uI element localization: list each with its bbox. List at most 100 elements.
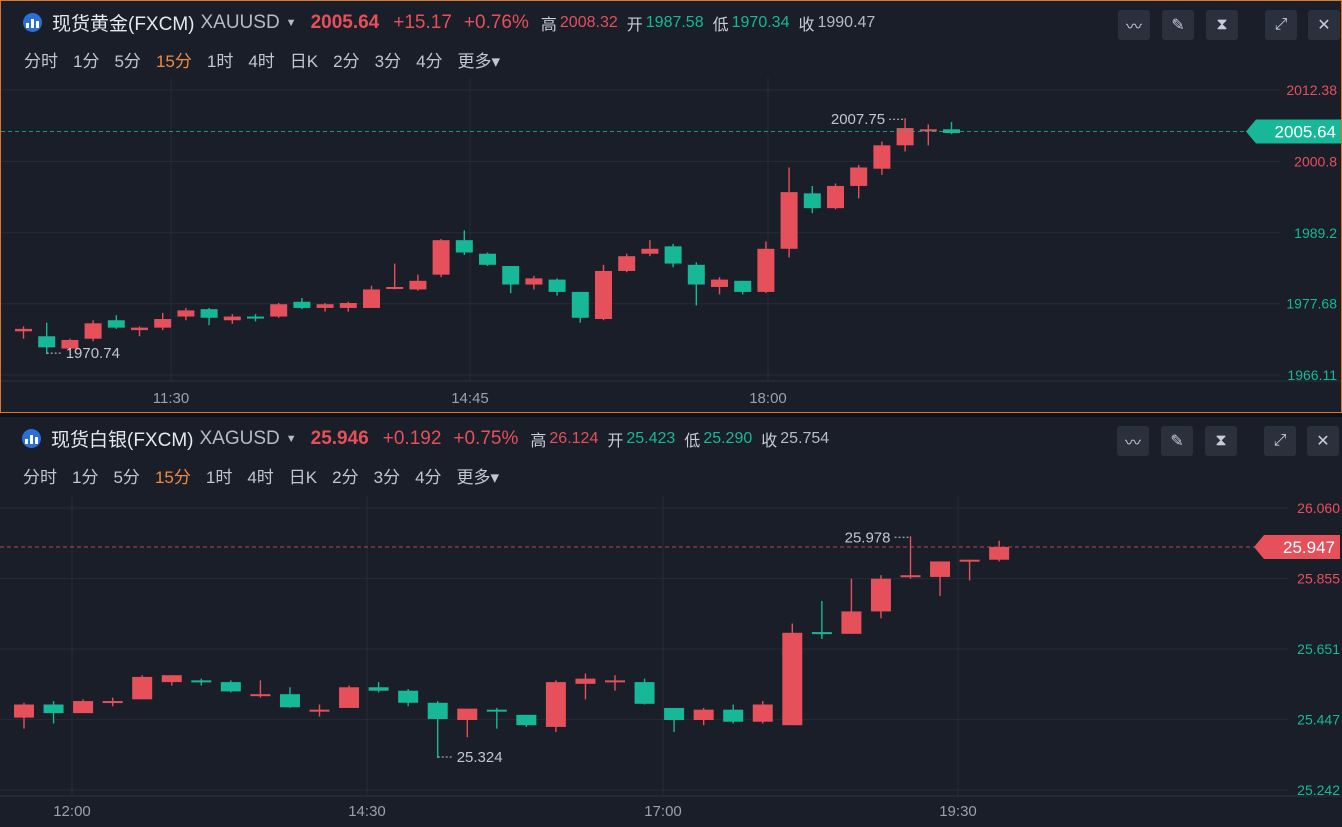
candle-body <box>61 339 79 349</box>
panel-header: 现货白银(FXCM) XAGUSD ▼ 25.946 +0.192 +0.75%… <box>0 417 1342 459</box>
x-tick-label: 14:30 <box>348 803 386 820</box>
indicator-button[interactable]: 〰 <box>1118 10 1150 40</box>
candle-body <box>989 546 1010 560</box>
candle-body <box>896 128 914 146</box>
y-tick-label: 25.447 <box>1297 711 1340 727</box>
symbol-selector[interactable]: XAGUSD <box>199 427 280 449</box>
candle-body <box>457 708 478 721</box>
candle-body <box>479 253 496 265</box>
instrument-name: 现货白银(FXCM) <box>51 430 194 451</box>
draw-button[interactable]: ✎ <box>1162 10 1194 40</box>
period-tab[interactable]: 日K <box>288 468 318 487</box>
period-tab[interactable]: 4时 <box>247 468 274 487</box>
price-change-pct: +0.76% <box>463 11 529 33</box>
expand-button[interactable]: ⤢ <box>1264 426 1296 456</box>
candle-body <box>687 264 705 285</box>
candle-body <box>516 714 537 726</box>
period-tab[interactable]: 4分 <box>415 468 442 487</box>
candle <box>618 253 636 273</box>
period-tab[interactable]: 4时 <box>248 52 275 71</box>
candle <box>711 277 728 295</box>
period-tab[interactable]: 更多▾ <box>457 52 501 71</box>
candle-body <box>618 256 636 271</box>
candle-type-button[interactable]: ⧗ <box>1205 426 1237 456</box>
expand-icon: ⤢ <box>1274 16 1288 33</box>
candle-body <box>220 682 241 692</box>
candlestick-chart[interactable]: 26.060 25.855 25.651 25.447 25.242 12:00 14:30… <box>0 496 1342 826</box>
period-tab[interactable]: 更多▾ <box>456 468 500 487</box>
candle <box>664 707 685 733</box>
candle <box>870 575 891 619</box>
candle-body <box>102 701 123 704</box>
candle-body <box>339 302 357 308</box>
candle-type-button[interactable]: ⧗ <box>1206 10 1238 40</box>
candle <box>293 298 311 310</box>
candle <box>250 680 271 698</box>
period-tab[interactable]: 1分 <box>73 52 100 71</box>
candle-body <box>827 185 844 209</box>
candle-body <box>177 310 195 317</box>
close-button[interactable]: ✕ <box>1308 10 1340 40</box>
candle <box>575 673 596 700</box>
low-label: 低 <box>712 16 729 34</box>
symbol-selector[interactable]: XAUUSD <box>200 11 280 33</box>
candle <box>641 240 659 257</box>
draw-button[interactable]: ✎ <box>1161 426 1193 456</box>
current-price-badge <box>1246 119 1341 144</box>
candle <box>73 699 94 714</box>
period-tab[interactable]: 1时 <box>205 468 233 487</box>
candle <box>943 121 960 135</box>
instrument-name: 现货黄金(FXCM) <box>52 14 195 35</box>
expand-button[interactable]: ⤢ <box>1265 10 1297 40</box>
candle-body <box>339 687 360 708</box>
period-tab[interactable]: 5分 <box>113 468 140 487</box>
candle-body <box>200 309 218 318</box>
candle-body <box>154 319 172 328</box>
candle <box>339 685 360 708</box>
period-tab[interactable]: 3分 <box>373 468 401 487</box>
period-tab[interactable]: 4分 <box>416 52 443 71</box>
chevron-down-icon[interactable]: ▼ <box>285 432 297 445</box>
period-tab[interactable]: 分时 <box>24 52 58 71</box>
panel-header: 现货黄金(FXCM) XAUUSD ▼ 2005.64 +15.17 +0.76… <box>1 1 1341 43</box>
indicator-icon: 〰 <box>1125 19 1142 36</box>
close-button[interactable]: ✕ <box>1307 426 1339 456</box>
indicator-button[interactable]: 〰 <box>1117 426 1149 456</box>
period-tab[interactable]: 15分 <box>154 468 191 487</box>
period-tab[interactable]: 分时 <box>23 468 57 487</box>
y-tick-label: 25.242 <box>1297 782 1340 798</box>
candle-body <box>873 145 891 169</box>
period-tab[interactable]: 15分 <box>155 52 192 71</box>
candle-body <box>427 702 448 719</box>
open-value: 25.423 <box>626 429 676 447</box>
period-tab[interactable]: 1时 <box>206 52 234 71</box>
panel-divider[interactable] <box>0 413 1342 417</box>
candle-body <box>15 328 32 332</box>
period-tab[interactable]: 5分 <box>114 52 141 71</box>
candle <box>723 704 744 724</box>
period-tab[interactable]: 3分 <box>374 52 402 71</box>
x-tick-label: 14:45 <box>451 390 489 407</box>
chevron-down-icon[interactable]: ▼ <box>285 16 297 29</box>
draw-icon: ✎ <box>1171 17 1185 34</box>
candle-body <box>223 316 241 321</box>
candle <box>38 322 56 355</box>
candle <box>61 338 79 352</box>
candle <box>873 141 891 175</box>
candlestick-chart[interactable]: 2012.38 2000.8 1989.2 1977.68 1966.11 11:30 14… <box>1 78 1341 412</box>
period-tab[interactable]: 2分 <box>333 52 360 71</box>
min-price-label: 25.324 <box>457 749 503 766</box>
candle-body <box>595 270 612 320</box>
period-tab[interactable]: 2分 <box>332 468 359 487</box>
min-price-label: 1970.74 <box>66 345 120 362</box>
candle-body <box>84 323 102 339</box>
candle-body <box>850 167 868 186</box>
candle-body <box>693 709 714 721</box>
candle-body <box>250 694 271 697</box>
period-tab[interactable]: 1分 <box>72 468 99 487</box>
candle <box>131 326 148 337</box>
open-label: 开 <box>626 16 643 34</box>
period-tabs: 分时 1分 5分 15分 1时 4时 日K 2分 3分 4分 更多▾ <box>23 463 514 488</box>
candle-body <box>455 240 473 253</box>
period-tab[interactable]: 日K <box>289 52 319 71</box>
